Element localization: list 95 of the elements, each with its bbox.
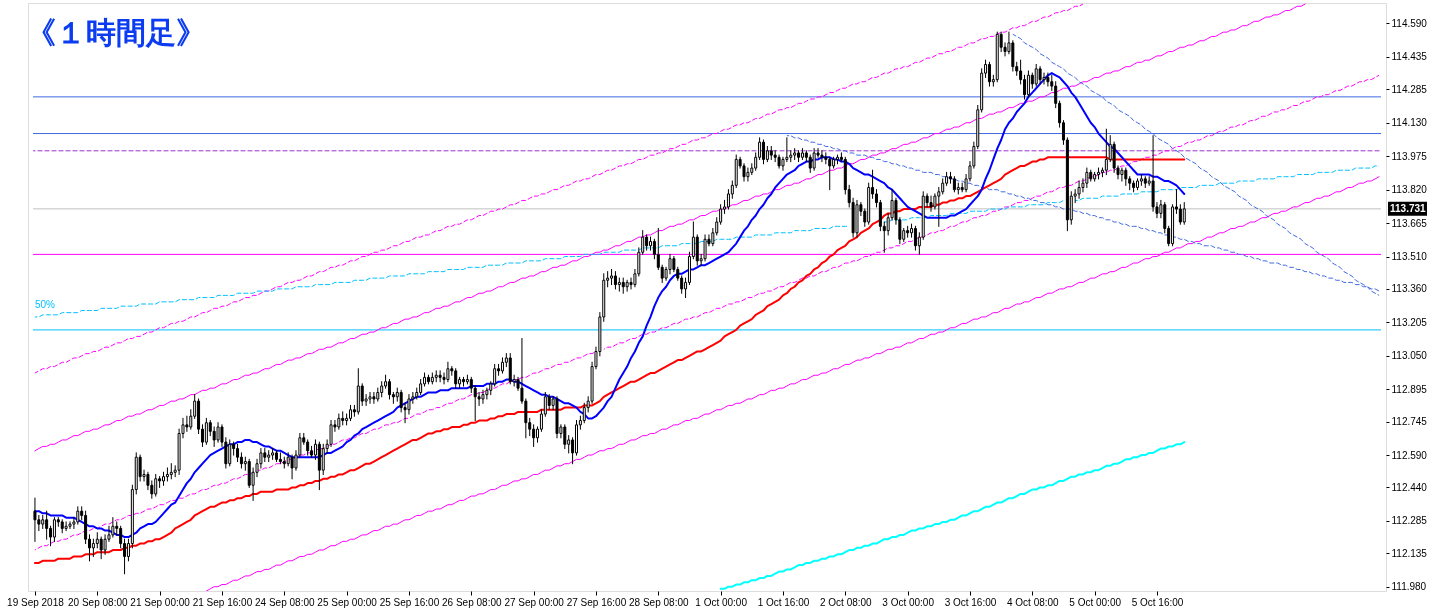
candlestick <box>695 234 699 266</box>
x-tick-label: 2 Oct 08:00 <box>819 596 873 608</box>
y-tick-label: 112.135 <box>1391 547 1428 559</box>
y-tick-label: 112.590 <box>1391 449 1428 461</box>
candlestick <box>726 189 730 210</box>
candlestick <box>761 139 765 165</box>
candlestick <box>64 521 68 532</box>
y-tick-label: 113.820 <box>1391 184 1428 196</box>
candlestick <box>582 402 586 424</box>
y-tick-label: 114.435 <box>1391 51 1428 63</box>
x-tick-label: 1 Oct 00:00 <box>695 596 748 608</box>
candlestick <box>45 510 49 540</box>
candlestick <box>508 353 512 385</box>
candlestick <box>1077 180 1081 199</box>
candlestick <box>68 521 72 529</box>
y-tick-label: 111.980 <box>1391 581 1427 593</box>
x-tick-label: 27 Sep 00:00 <box>504 596 565 608</box>
candlestick <box>703 234 707 262</box>
candlestick <box>321 443 325 475</box>
candlestick <box>154 473 158 497</box>
candlestick <box>563 424 567 450</box>
candlestick <box>617 277 621 292</box>
y-tick-label: 113.205 <box>1391 316 1428 328</box>
x-tick-label: 26 Sep 08:00 <box>442 596 502 608</box>
candlestick <box>1182 202 1186 225</box>
candlestick <box>438 370 442 383</box>
y-tick-label: 113.050 <box>1391 350 1428 362</box>
x-tick-label: 1 Oct 16:00 <box>757 596 810 608</box>
candlestick <box>165 467 169 482</box>
x-tick-label: 27 Sep 16:00 <box>566 596 627 608</box>
x-tick-label: 21 Sep 16:00 <box>192 596 253 608</box>
y-tick-label: 112.440 <box>1391 481 1428 493</box>
candlestick <box>1085 167 1089 188</box>
candlestick <box>1120 167 1124 182</box>
x-tick-label: 4 Oct 08:00 <box>1006 596 1060 608</box>
candlestick <box>290 454 294 480</box>
y-tick-label: 113.510 <box>1391 251 1428 263</box>
y-tick-label: 113.360 <box>1391 283 1428 295</box>
chart-title: 《１時間足》 <box>26 16 206 49</box>
candlestick <box>1042 72 1046 85</box>
candlestick <box>820 150 824 163</box>
x-tick-label: 3 Oct 16:00 <box>944 596 997 608</box>
candlestick <box>216 422 220 443</box>
x-tick-label: 3 Oct 00:00 <box>882 596 935 608</box>
candlestick <box>1178 204 1182 225</box>
candlestick <box>937 186 941 227</box>
candlestick <box>204 417 208 445</box>
y-tick-label: 112.745 <box>1391 416 1428 428</box>
candlestick <box>1026 70 1030 98</box>
x-tick-label: 5 Oct 00:00 <box>1069 596 1122 608</box>
candlestick <box>185 415 189 432</box>
x-tick-label: 5 Oct 16:00 <box>1131 596 1184 608</box>
x-tick-label: 25 Sep 00:00 <box>317 596 378 608</box>
candlestick <box>387 379 391 400</box>
candlestick <box>929 195 933 212</box>
candlestick <box>828 156 832 191</box>
candlestick <box>746 167 750 182</box>
y-tick-label: 114.130 <box>1391 117 1428 129</box>
candlestick <box>99 536 103 560</box>
candlestick <box>372 391 376 404</box>
candlestick <box>368 391 372 404</box>
candlestick <box>33 497 37 542</box>
candlestick <box>1034 64 1038 87</box>
x-tick-label: 25 Sep 16:00 <box>379 596 440 608</box>
y-tick-label: 112.285 <box>1391 515 1428 527</box>
candlestick <box>454 368 458 389</box>
y-tick-label: 114.590 <box>1391 18 1428 29</box>
y-tick-label: 113.665 <box>1391 217 1428 229</box>
x-tick-label: 28 Sep 08:00 <box>629 596 689 608</box>
y-tick-label: 113.975 <box>1391 150 1428 162</box>
candlestick <box>111 517 115 538</box>
x-tick-label: 21 Sep 00:00 <box>130 596 191 608</box>
candlestick <box>812 148 816 171</box>
candlestick <box>629 277 633 290</box>
candlestick <box>84 510 88 545</box>
ref-line-label: 113.731 <box>1390 202 1427 214</box>
candlestick <box>52 517 56 542</box>
candlestick <box>442 372 446 385</box>
candlestick <box>481 389 485 404</box>
candlestick <box>1023 74 1027 100</box>
line-series <box>719 441 1186 590</box>
candlestick <box>625 279 629 292</box>
candlestick <box>493 363 497 387</box>
y-tick-label: 114.285 <box>1391 83 1428 95</box>
candlestick <box>446 361 450 383</box>
x-tick-label: 19 Sep 2018 <box>7 596 65 608</box>
candlestick <box>228 439 232 467</box>
candlestick <box>1104 128 1108 176</box>
candlestick <box>1046 72 1050 87</box>
annotation: 50% <box>34 298 56 310</box>
x-tick-label: 24 Sep 08:00 <box>255 596 315 608</box>
y-tick-label: 112.895 <box>1391 383 1428 395</box>
candlestick <box>212 426 216 447</box>
candlestick <box>532 424 536 447</box>
x-tick-label: 20 Sep 08:00 <box>68 596 128 608</box>
